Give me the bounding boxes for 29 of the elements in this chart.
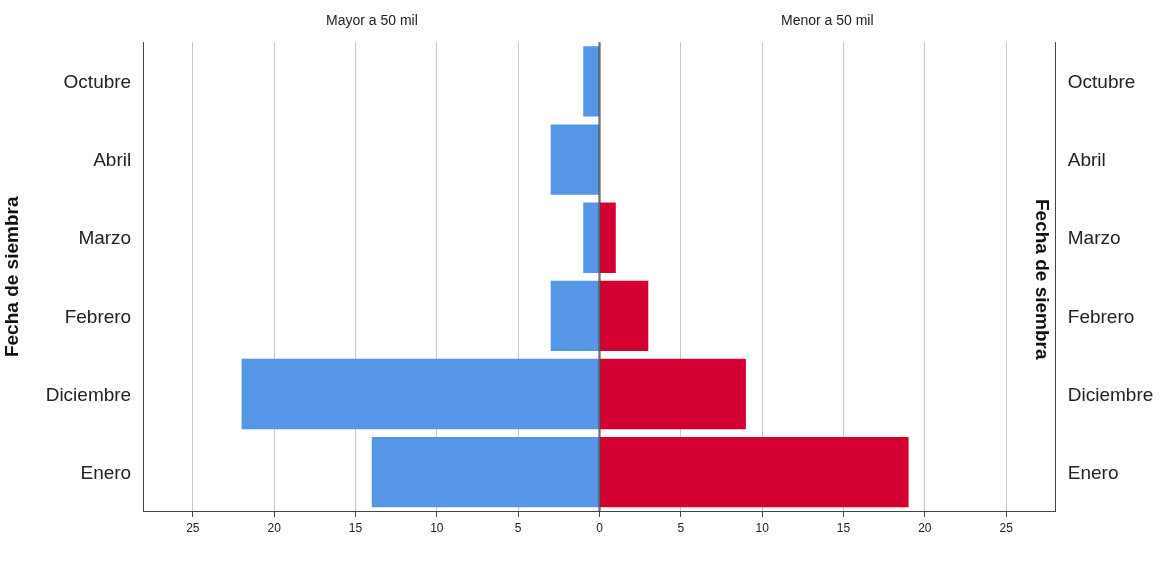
x-tick-label: 15: [348, 520, 363, 535]
y-axis-title: Fecha de siembra: [0, 196, 22, 358]
y-tick-label: Marzo: [1067, 227, 1121, 249]
x-tick-label: 15: [836, 520, 851, 535]
x-tick-label: 20: [267, 520, 282, 535]
x-tick-label: 10: [430, 520, 444, 535]
y-tick-label: Marzo: [78, 227, 132, 249]
y-tick-label: Abril: [93, 149, 132, 171]
y-tick-label: Diciembre: [1067, 383, 1154, 405]
y-tick-label: Octubre: [63, 71, 132, 93]
y-tick-label: Abril: [1067, 149, 1106, 171]
y-tick-label: Enero: [80, 461, 132, 483]
y-tick-label: Octubre: [1067, 71, 1136, 93]
x-tick-label: 20: [918, 520, 932, 535]
y-tick-label: Febrero: [1067, 305, 1135, 327]
x-tick-label: 25: [186, 520, 200, 535]
x-tick-label: 25: [999, 520, 1014, 535]
x-tick-label: 0: [596, 520, 604, 535]
bar: [583, 46, 600, 117]
bar: [550, 124, 600, 195]
y-tick-label: Diciembre: [45, 383, 132, 405]
x-tick-label: 10: [755, 520, 770, 535]
y-axis-title: Fecha de siembra: [1032, 199, 1053, 360]
y-tick-label: Enero: [1067, 461, 1119, 483]
x-tick-label: 5: [514, 520, 522, 535]
x-tick-label: 5: [677, 520, 685, 535]
y-tick-label: Febrero: [64, 305, 132, 327]
chart-title: Menor a 50 mil: [781, 12, 874, 28]
chart-title: Mayor a 50 mil: [326, 12, 418, 28]
